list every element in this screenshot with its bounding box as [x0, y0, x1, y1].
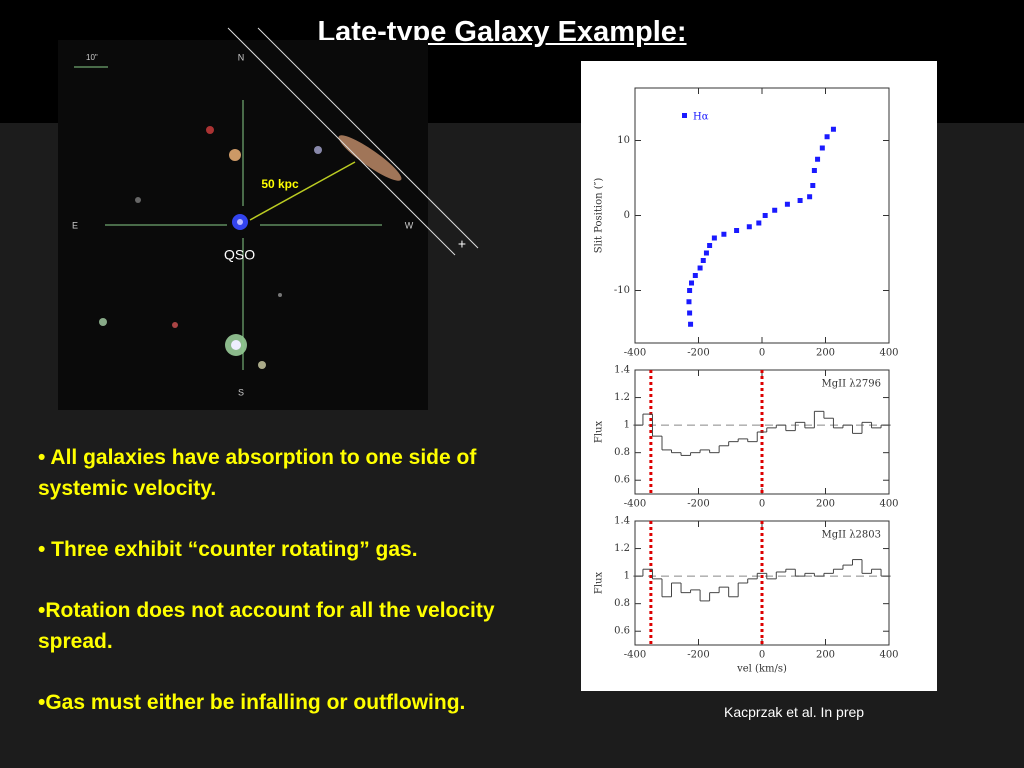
data-point — [746, 224, 752, 230]
data-point — [811, 168, 817, 173]
data-point — [707, 243, 713, 248]
y-axis-label: Flux — [594, 572, 605, 595]
data-point — [700, 258, 706, 263]
compass-label: E — [72, 220, 78, 230]
x-tick-label: -200 — [687, 499, 709, 510]
y-tick-label: 10 — [617, 135, 630, 146]
y-tick-label: 1.4 — [614, 365, 630, 376]
data-point — [687, 288, 693, 293]
annotation: MgII λ2796 — [821, 379, 881, 390]
y-tick-label: 0.6 — [614, 475, 630, 486]
bullet-list: • All galaxies have absorption to one si… — [38, 442, 518, 748]
x-tick-label: 400 — [879, 499, 898, 510]
x-tick-label: -400 — [624, 650, 646, 661]
scale-label: 10" — [86, 53, 98, 62]
y-tick-label: 1.4 — [614, 516, 630, 527]
y-tick-label: -10 — [614, 285, 630, 296]
bullet: •Rotation does not account for all the v… — [38, 599, 495, 653]
data-point — [830, 126, 836, 132]
distance-label: 50 kpc — [261, 177, 299, 191]
data-point — [819, 145, 825, 151]
bullet: • All galaxies have absorption to one si… — [38, 446, 477, 500]
y-tick-label: 0.8 — [614, 447, 630, 458]
data-point — [692, 273, 698, 278]
data-point — [688, 321, 694, 327]
compass-label: N — [238, 52, 245, 62]
annotation: MgII λ2803 — [821, 530, 881, 541]
x-tick-label: -200 — [687, 650, 709, 661]
data-point — [762, 213, 768, 218]
data-point — [810, 183, 816, 188]
data-point — [824, 134, 830, 140]
data-point — [734, 228, 740, 233]
y-tick-label: 1 — [624, 571, 630, 582]
x-tick-label: -400 — [624, 499, 646, 510]
x-tick-label: 400 — [879, 348, 898, 359]
data-point — [815, 156, 821, 162]
data-point — [756, 220, 762, 226]
data-point — [807, 194, 813, 200]
bullet: •Gas must either be infalling or outflow… — [38, 691, 466, 714]
x-tick-label: 200 — [816, 499, 835, 510]
y-tick-label: 1.2 — [614, 543, 630, 554]
data-point — [711, 235, 717, 241]
credit: Kacprzak et al. In prep — [724, 704, 865, 720]
compass-label: W — [405, 220, 414, 230]
y-tick-label: 0 — [624, 210, 630, 221]
compass-label: S — [238, 387, 244, 397]
y-tick-label: 1.2 — [614, 392, 630, 403]
x-tick-label: 0 — [759, 499, 765, 510]
x-tick-label: 200 — [816, 348, 835, 359]
x-tick-label: 0 — [759, 650, 765, 661]
x-tick-label: 0 — [759, 348, 765, 359]
y-axis-label: Slit Position (″) — [594, 178, 605, 254]
data-point — [797, 198, 803, 203]
data-point — [703, 250, 709, 256]
data-point — [687, 310, 693, 316]
data-point — [721, 231, 727, 237]
x-tick-label: -400 — [624, 348, 646, 359]
y-axis-label: Flux — [594, 421, 605, 444]
x-tick-label: 200 — [816, 650, 835, 661]
legend-label: Hα — [693, 112, 709, 123]
x-axis-label: vel (km/s) — [736, 664, 787, 675]
y-tick-label: 0.8 — [614, 598, 630, 609]
data-point — [686, 299, 692, 305]
legend-marker — [682, 113, 687, 118]
x-tick-label: -200 — [687, 348, 709, 359]
data-point — [689, 280, 695, 286]
qso-label: QSO — [224, 247, 255, 263]
data-point — [784, 201, 790, 207]
x-tick-label: 400 — [879, 650, 898, 661]
galaxy-image: 10" N E W S + 50 kpc QSO — [58, 27, 479, 410]
bullet: • Three exhibit “counter rotating” gas. — [38, 538, 418, 561]
y-tick-label: 1 — [624, 420, 630, 431]
data-point — [697, 265, 703, 271]
figure-panel — [581, 61, 937, 691]
y-tick-label: 0.6 — [614, 626, 630, 637]
data-point — [772, 207, 778, 213]
slit-mark: + — [458, 236, 466, 252]
